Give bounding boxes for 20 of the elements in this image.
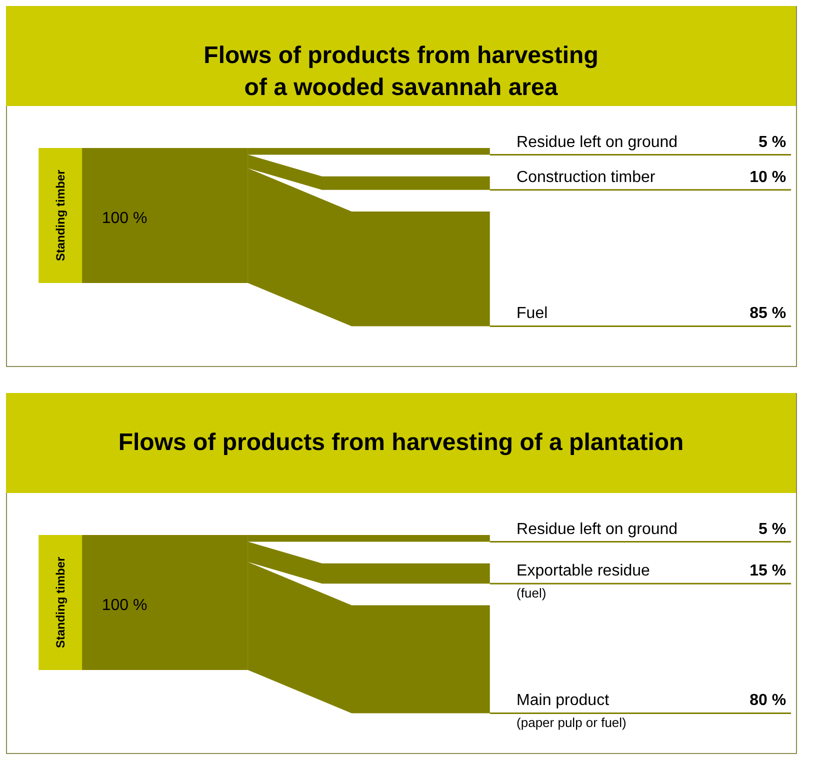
category-label: Residue left on ground [516, 520, 678, 538]
data-label: 15 % [750, 562, 786, 580]
text: (fuel) [516, 586, 546, 601]
data-label: 5 % [758, 134, 786, 151]
text: Standing timber [53, 170, 68, 262]
text: Flows of products from harvesting of a wooded savannah area [204, 42, 598, 101]
text: Standing timber [53, 556, 68, 648]
category-label: Main product [516, 692, 610, 710]
text: (paper pulp or fuel) [516, 715, 626, 730]
text: 100 % [102, 597, 148, 614]
data-label: 10 % [750, 168, 786, 186]
data-label: 5 % [758, 520, 786, 538]
category-label: Construction timber [516, 168, 656, 186]
category-label: Residue left on ground [516, 134, 678, 151]
text: Flows of products from harvesting of a plantation [118, 429, 684, 456]
category-label: Fuel [516, 305, 548, 322]
text: 100 % [102, 210, 148, 228]
data-label: 80 % [750, 692, 786, 710]
category-label: Exportable residue [516, 562, 650, 580]
data-label: 85 % [750, 305, 786, 322]
